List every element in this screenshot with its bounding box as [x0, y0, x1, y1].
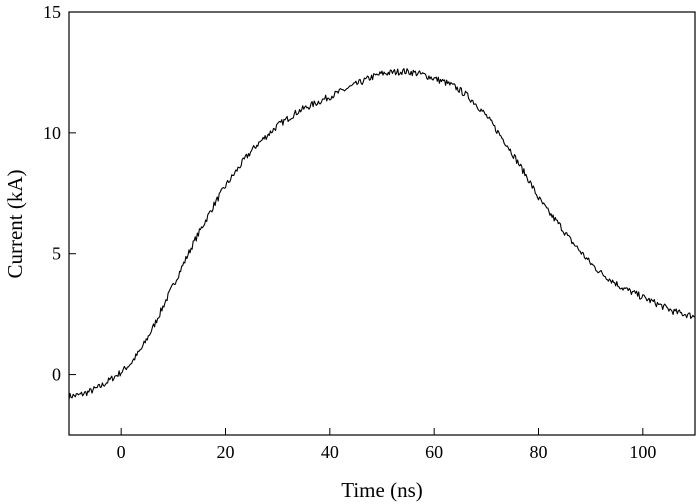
y-tick-label: 15	[43, 2, 61, 22]
x-tick-label: 20	[217, 442, 235, 462]
x-tick-label: 0	[117, 442, 126, 462]
y-tick-label: 10	[43, 123, 61, 143]
x-axis-ticks: 0 20 40 60 80 100	[117, 428, 656, 462]
x-tick-label: 80	[530, 442, 548, 462]
plot-frame	[68, 11, 696, 436]
y-tick-label: 5	[52, 244, 61, 264]
y-axis-ticks: 0 5 10 15	[43, 2, 76, 385]
x-tick-label: 60	[425, 442, 443, 462]
x-tick-label: 100	[629, 442, 656, 462]
y-tick-label: 0	[52, 365, 61, 385]
y-axis-title: Current (kA)	[3, 169, 27, 278]
x-axis-title: Time (ns)	[341, 478, 423, 502]
current-trace-line	[68, 68, 696, 400]
x-tick-label: 40	[321, 442, 339, 462]
